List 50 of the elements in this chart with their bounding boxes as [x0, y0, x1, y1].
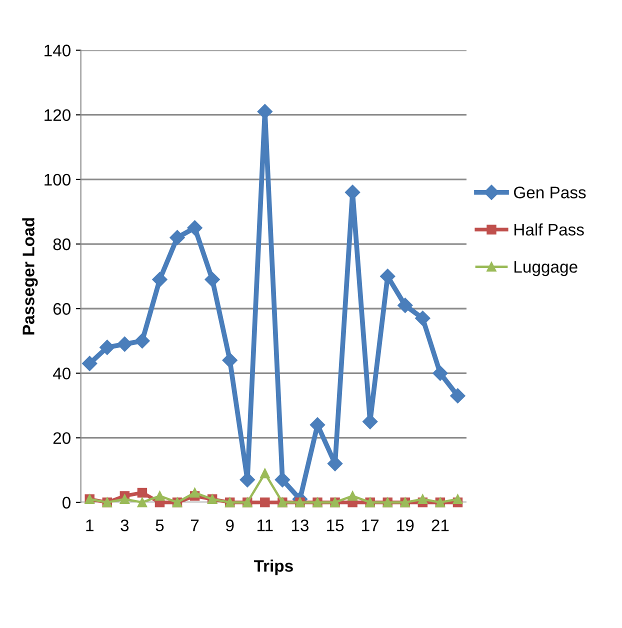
point — [137, 488, 148, 498]
x-tick-label: 15 — [327, 520, 344, 532]
x-tick-label: 13 — [292, 520, 309, 532]
point — [432, 366, 448, 381]
y-tick-label: 40 — [52, 368, 70, 380]
point — [190, 488, 200, 498]
y-tick-label: 0 — [62, 496, 70, 509]
point — [415, 310, 430, 326]
x-tick-label: 7 — [191, 520, 199, 532]
y-tick-label: 80 — [53, 238, 70, 250]
x-tick-label: 5 — [156, 520, 164, 532]
point — [344, 184, 360, 200]
point — [260, 498, 270, 508]
y-tick-label: 120 — [44, 109, 70, 122]
x-tick-label: 19 — [397, 520, 414, 532]
legend-label: Luggage — [514, 261, 578, 276]
point — [137, 498, 148, 508]
y-tick-label: 60 — [53, 303, 70, 315]
x-tick-label: 21 — [432, 520, 449, 532]
x-tick-label: 17 — [362, 520, 379, 532]
point — [260, 468, 270, 478]
point — [418, 494, 428, 504]
legend-label: Gen Pass — [514, 186, 586, 198]
point — [204, 272, 220, 288]
point — [187, 220, 202, 236]
y-tick-label: 140 — [44, 44, 70, 56]
point — [170, 230, 185, 246]
point — [452, 494, 463, 504]
point — [274, 472, 290, 488]
point — [82, 356, 98, 372]
point — [152, 272, 168, 288]
point — [120, 494, 130, 504]
point — [117, 336, 132, 352]
y-tick-label: 20 — [53, 432, 70, 444]
point — [327, 456, 343, 472]
legend-label: Half Pass — [514, 223, 584, 236]
point — [450, 388, 466, 404]
y-axis-title: Passeger Load — [22, 218, 38, 334]
x-tick-label: 11 — [258, 520, 273, 532]
x-tick-label: 3 — [120, 520, 129, 532]
point — [100, 340, 115, 355]
x-tick-label: 9 — [226, 520, 234, 532]
point — [222, 352, 238, 368]
y-tick-label: 100 — [44, 174, 70, 186]
x-axis-title: Trips — [254, 560, 293, 576]
point — [154, 491, 165, 501]
x-tick-label: 1 — [86, 520, 94, 532]
point — [134, 333, 150, 348]
point — [398, 298, 413, 313]
point — [348, 491, 358, 501]
